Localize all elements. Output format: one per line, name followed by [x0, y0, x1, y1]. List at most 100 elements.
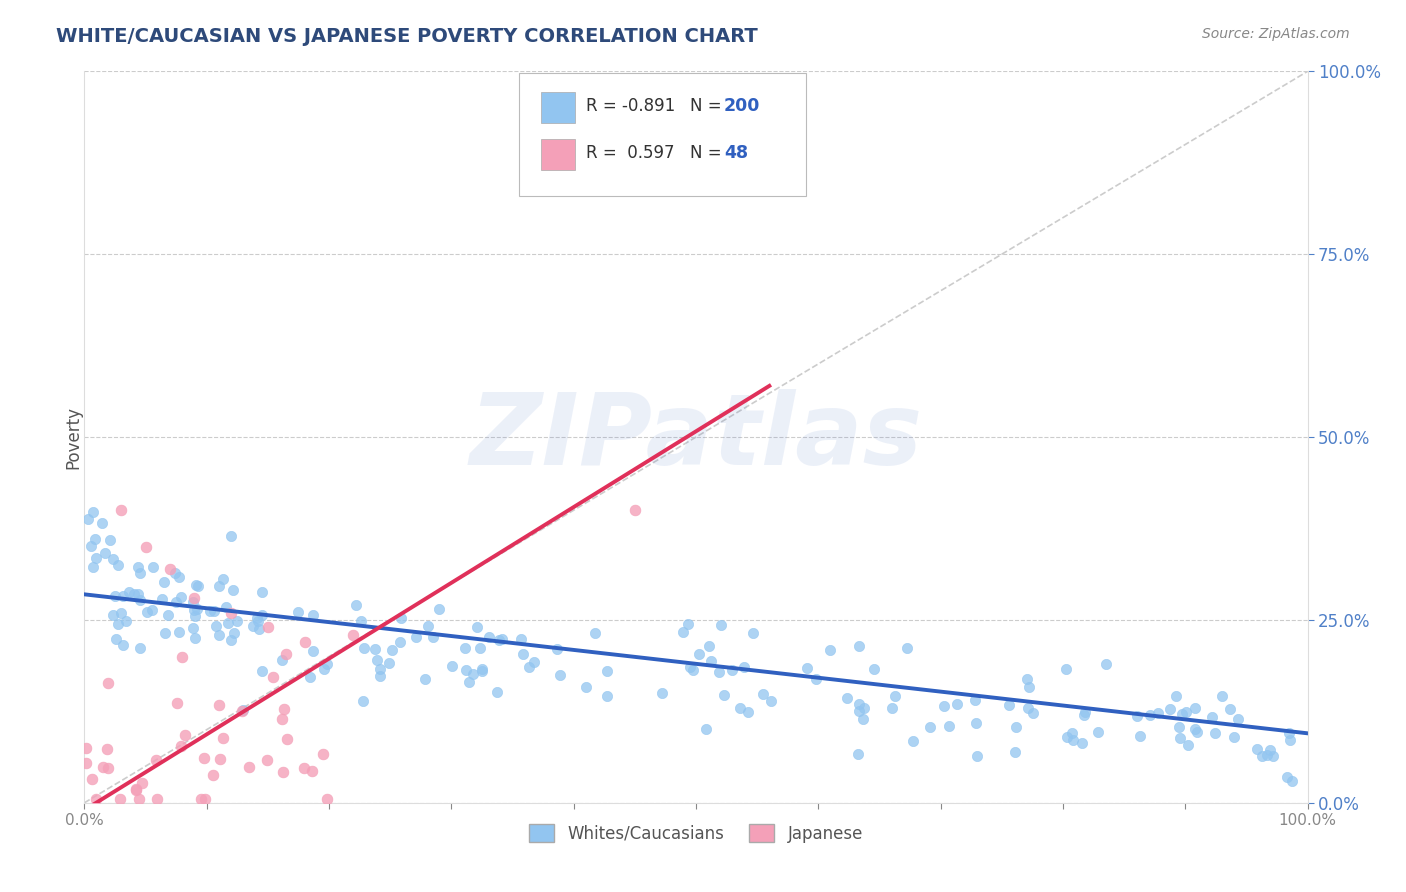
Point: [221, 583, 243, 598]
Point: [1261, 749, 1284, 764]
Point: [157, 607, 180, 622]
Legend: Whites/Caucasians, Japanese: Whites/Caucasians, Japanese: [523, 818, 869, 849]
Point: [695, 722, 717, 736]
Point: [208, 752, 231, 766]
Point: [194, 792, 217, 806]
Point: [368, 663, 391, 677]
Point: [1146, 706, 1168, 720]
Point: [709, 618, 731, 632]
Point: [1278, 726, 1301, 740]
Point: [804, 672, 827, 686]
Point: [471, 662, 494, 676]
Point: [1184, 722, 1206, 736]
Point: [128, 640, 150, 655]
Point: [965, 716, 987, 731]
Text: WHITE/CAUCASIAN VS JAPANESE POVERTY CORRELATION CHART: WHITE/CAUCASIAN VS JAPANESE POVERTY CORR…: [56, 27, 758, 45]
Point: [107, 617, 129, 632]
Point: [311, 747, 333, 761]
Point: [186, 601, 208, 615]
Point: [1017, 672, 1039, 686]
Point: [422, 631, 444, 645]
Point: [101, 607, 124, 622]
Point: [946, 697, 969, 711]
Point: [624, 503, 647, 517]
Point: [145, 753, 167, 767]
Point: [1204, 726, 1226, 740]
Point: [852, 712, 875, 726]
Point: [104, 632, 127, 647]
Point: [344, 598, 367, 612]
Point: [270, 653, 292, 667]
Point: [80, 539, 103, 553]
Point: [165, 595, 187, 609]
Point: [818, 643, 841, 657]
Point: [883, 689, 905, 703]
Point: [1184, 700, 1206, 714]
Point: [796, 661, 818, 675]
Point: [97, 676, 120, 690]
Point: [1170, 731, 1192, 745]
Point: [679, 660, 702, 674]
Point: [835, 690, 858, 705]
Point: [299, 670, 322, 684]
Point: [198, 604, 221, 618]
Point: [153, 626, 176, 640]
Point: [721, 664, 744, 678]
Point: [247, 614, 270, 628]
Point: [688, 647, 710, 661]
Point: [672, 625, 695, 640]
Point: [965, 692, 987, 706]
Point: [759, 694, 782, 708]
Point: [262, 670, 284, 684]
Point: [918, 720, 941, 734]
Point: [146, 792, 169, 806]
Point: [136, 606, 159, 620]
Point: [1281, 773, 1303, 788]
Point: [1185, 724, 1208, 739]
Point: [1166, 690, 1188, 704]
Point: [93, 546, 115, 560]
Point: [84, 551, 107, 566]
Point: [250, 585, 273, 599]
Point: [184, 578, 207, 592]
Point: [465, 620, 488, 634]
Point: [548, 668, 571, 682]
Text: R = -0.891: R = -0.891: [586, 97, 675, 115]
Point: [1167, 720, 1189, 734]
Point: [150, 591, 173, 606]
Point: [170, 739, 193, 754]
Point: [301, 608, 323, 623]
Point: [405, 630, 427, 644]
Point: [416, 619, 439, 633]
Point: [1275, 770, 1298, 784]
Point: [441, 659, 464, 673]
Point: [110, 503, 132, 517]
Point: [247, 622, 270, 636]
Point: [651, 686, 673, 700]
Point: [231, 705, 253, 719]
Point: [454, 663, 477, 677]
Point: [190, 792, 212, 806]
Point: [486, 685, 509, 699]
Point: [222, 626, 245, 640]
Point: [201, 768, 224, 782]
Point: [246, 611, 269, 625]
Point: [370, 669, 392, 683]
Point: [122, 587, 145, 601]
Point: [169, 590, 191, 604]
Point: [1017, 701, 1039, 715]
Point: [183, 631, 205, 645]
Point: [256, 753, 278, 767]
Point: [517, 660, 540, 674]
Point: [212, 572, 235, 586]
Point: [583, 626, 606, 640]
Point: [142, 560, 165, 574]
Point: [301, 764, 323, 778]
Point: [101, 551, 124, 566]
Point: [752, 687, 775, 701]
Point: [276, 731, 298, 746]
Point: [98, 533, 121, 547]
Point: [966, 749, 988, 764]
Text: ZIPatlas: ZIPatlas: [470, 389, 922, 485]
Point: [181, 622, 204, 636]
